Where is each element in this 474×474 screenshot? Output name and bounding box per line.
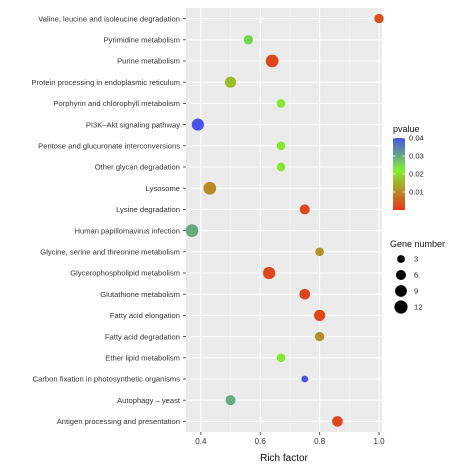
y-axis-ticks xyxy=(183,18,186,422)
y-axis-labels: Valine, leucine and isoleucine degradati… xyxy=(31,14,180,426)
data-point xyxy=(243,35,254,45)
x-tick-label: 0.6 xyxy=(255,437,267,446)
y-tick-label: Antigen processing and presentation xyxy=(57,417,180,426)
data-point xyxy=(374,13,384,24)
data-point xyxy=(314,331,325,342)
data-point xyxy=(225,395,236,406)
colorbar-title: pvalue xyxy=(393,124,420,134)
y-tick-label: Other glycan degradation xyxy=(95,163,180,172)
y-tick-label: Pentose and glucuronate interconversions xyxy=(38,142,180,151)
y-tick-label: Pyrimidine metabolism xyxy=(104,36,180,45)
size-legend-dot xyxy=(395,269,407,281)
pvalue-colorbar-legend: pvalue 0.04 0.03 0.02 0.01 xyxy=(393,124,424,210)
y-tick-label: Glycerophospholipid metabolism xyxy=(70,269,180,278)
data-point xyxy=(299,288,311,300)
data-point xyxy=(276,141,286,151)
y-tick-label: Purine metabolism xyxy=(117,57,180,66)
size-legend-dot xyxy=(395,285,407,297)
plot-panel xyxy=(186,8,382,432)
size-legend-title: Gene number xyxy=(390,239,445,249)
data-point xyxy=(191,118,205,131)
data-point xyxy=(332,416,343,427)
colorbar-tick-label: 0.03 xyxy=(409,152,424,161)
y-tick-label: Autophagy – yeast xyxy=(117,396,181,405)
data-point xyxy=(299,204,310,215)
data-point xyxy=(224,76,237,88)
colorbar-ticks: 0.04 0.03 0.02 0.01 xyxy=(393,134,424,197)
data-point xyxy=(301,375,309,383)
x-tick-label: 0.8 xyxy=(314,437,326,446)
x-tick-label: 0.4 xyxy=(195,437,207,446)
y-tick-label: Ether lipid metabolism xyxy=(105,354,180,363)
y-tick-label: Fatty acid degradation xyxy=(105,332,180,341)
colorbar-gradient xyxy=(393,138,405,210)
data-point xyxy=(265,54,279,68)
colorbar-tick-label: 0.02 xyxy=(409,170,424,179)
y-tick-label: Porphyrin and chlorophyll metabolism xyxy=(53,99,180,108)
y-tick-label: Valine, leucine and isoleucine degradati… xyxy=(38,14,180,23)
size-legend-label: 3 xyxy=(414,255,418,264)
x-axis-title: Rich factor xyxy=(260,453,308,464)
y-tick-label: Protein processing in endoplasmic reticu… xyxy=(31,78,180,87)
data-point xyxy=(276,162,286,172)
colorbar-tick-label: 0.04 xyxy=(409,134,424,143)
data-point xyxy=(314,309,326,322)
y-tick-label: Carbon fixation in photosynthetic organi… xyxy=(33,375,181,384)
data-point xyxy=(315,247,324,257)
size-legend-label: 12 xyxy=(414,303,422,312)
size-legend-label: 9 xyxy=(414,287,418,296)
data-point xyxy=(185,224,199,237)
data-point xyxy=(276,353,286,363)
data-point xyxy=(276,99,286,108)
y-tick-label: Lysine degradation xyxy=(116,205,180,214)
y-tick-label: Human papillomavirus infection xyxy=(74,226,180,235)
colorbar-tick-label: 0.01 xyxy=(409,188,424,197)
gene-number-size-legend: Gene number 3 6 9 12 xyxy=(390,239,445,314)
data-points xyxy=(185,13,384,427)
y-tick-label: Glutathione metabolism xyxy=(100,290,180,299)
size-legend-dot xyxy=(397,255,405,263)
y-tick-label: Glycine, serine and threonine metabolism xyxy=(40,248,180,257)
data-point xyxy=(203,181,217,195)
y-tick-label: Lysosome xyxy=(146,184,180,193)
y-tick-label: PI3K–Akt signaling pathway xyxy=(86,120,180,129)
size-legend-dot xyxy=(394,300,408,314)
size-legend-items: 3 6 9 12 xyxy=(394,255,422,314)
data-point xyxy=(263,266,276,280)
x-axis-ticks: 0.4 0.6 0.8 1.0 xyxy=(195,432,385,446)
x-tick-label: 1.0 xyxy=(373,437,385,446)
y-tick-label: Fatty acid elongation xyxy=(110,311,180,320)
size-legend-label: 6 xyxy=(414,271,418,280)
